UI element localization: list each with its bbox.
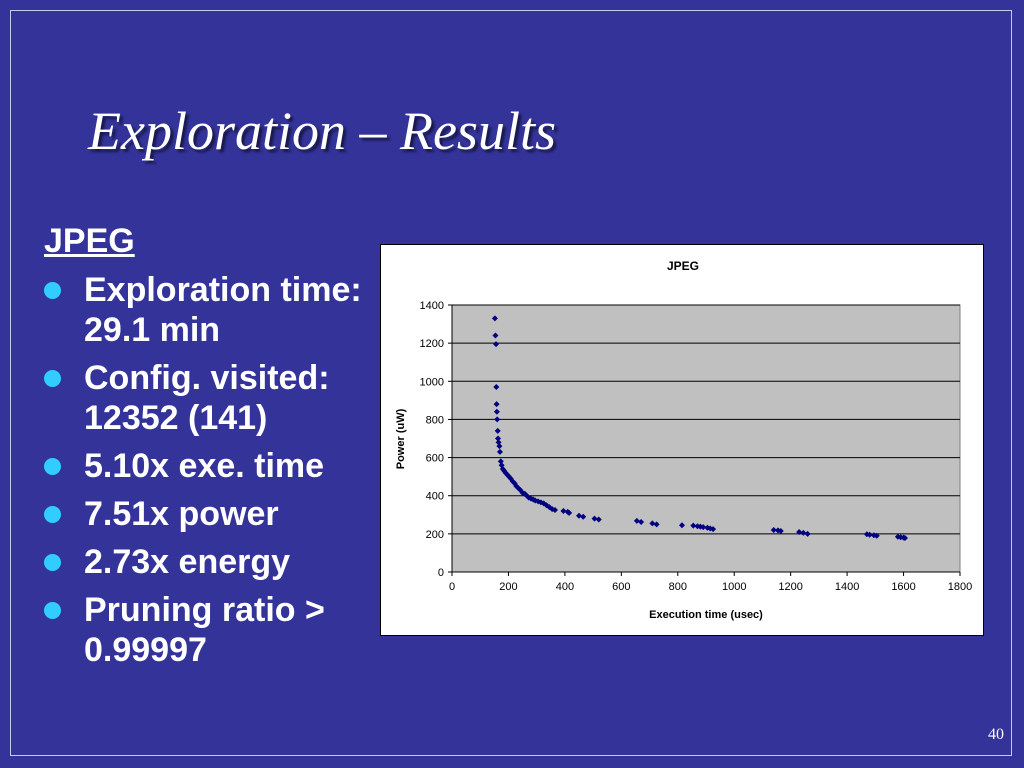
data-point: [804, 530, 811, 537]
bullet-text: Pruning ratio > 0.99997: [84, 591, 325, 669]
data-point: [873, 532, 880, 539]
bullet-dot-icon: [44, 282, 61, 299]
bullet-text: 7.51x power: [84, 495, 279, 533]
data-point: [495, 435, 502, 442]
data-point: [870, 532, 877, 539]
data-point: [866, 531, 873, 538]
data-point: [496, 443, 503, 450]
data-point: [517, 486, 524, 493]
bullet-text: Config. visited: 12352 (141): [84, 359, 330, 437]
data-point: [796, 528, 803, 535]
data-point: [552, 507, 559, 514]
data-point: [494, 427, 501, 434]
data-point: [537, 499, 544, 506]
bullet-item: 7.51x power: [44, 494, 384, 534]
data-point: [493, 408, 500, 415]
data-point: [704, 524, 711, 531]
data-point: [633, 517, 640, 524]
bullet-item: Exploration time: 29.1 min: [44, 270, 384, 350]
data-point: [525, 494, 532, 501]
data-point: [591, 515, 598, 522]
data-point: [690, 522, 697, 529]
data-point: [513, 483, 520, 490]
x-tick-label: 1600: [891, 581, 915, 593]
y-tick-label: 200: [426, 529, 444, 541]
data-point: [492, 332, 499, 339]
y-tick-label: 1000: [420, 376, 444, 388]
data-point: [710, 526, 717, 533]
data-point: [800, 529, 807, 536]
bullet-text: 2.73x energy: [84, 543, 291, 581]
data-point: [595, 516, 602, 523]
data-point: [549, 506, 556, 513]
data-point: [774, 527, 781, 534]
bullet-item: Pruning ratio > 0.99997: [44, 590, 384, 670]
data-point: [493, 341, 500, 348]
data-point: [566, 509, 573, 516]
y-tick-label: 600: [426, 453, 444, 465]
scatter-chart: JPEG Execution time (usec) Power (uW) 0 2…: [395, 259, 972, 621]
data-point: [501, 467, 508, 474]
x-tick-label: 400: [556, 581, 574, 593]
data-point: [897, 534, 904, 541]
data-point: [894, 533, 901, 540]
bullet-text: Exploration time: 29.1 min: [84, 271, 362, 349]
x-tick-label: 200: [499, 581, 517, 593]
x-axis-label: Execution time (usec): [649, 609, 763, 621]
slide-frame: [10, 10, 1012, 756]
data-point: [498, 462, 505, 469]
y-axis-label: Power (uW): [395, 408, 407, 469]
chart-title: JPEG: [667, 259, 699, 273]
data-point: [528, 495, 535, 502]
x-tick-label: 800: [669, 581, 687, 593]
y-tick-label: 0: [438, 567, 444, 579]
data-point: [546, 504, 553, 511]
data-point: [901, 535, 908, 542]
bullet-item: 2.73x energy: [44, 542, 384, 582]
bullet-dot-icon: [44, 370, 61, 387]
x-tick-label: 0: [449, 581, 455, 593]
data-point: [700, 524, 707, 531]
data-point: [496, 448, 503, 455]
x-tick-label: 1800: [948, 581, 972, 593]
data-point: [576, 512, 582, 519]
data-point: [863, 531, 870, 538]
plot-area: [451, 304, 961, 573]
data-point: [649, 520, 656, 527]
x-tick-label: 1400: [835, 581, 859, 593]
data-point: [491, 315, 498, 322]
bullet-list: Exploration time: 29.1 min Config. visit…: [44, 270, 384, 678]
y-tick-label: 800: [426, 414, 444, 426]
data-point: [493, 401, 500, 408]
y-tick-label: 400: [426, 491, 444, 503]
data-point: [580, 513, 587, 520]
bullet-dot-icon: [44, 458, 61, 475]
page-number: 40: [988, 726, 1004, 743]
x-tick-label: 1200: [778, 581, 802, 593]
bullet-item: Config. visited: 12352 (141): [44, 358, 384, 438]
data-point: [653, 521, 660, 528]
x-tick-label: 1000: [722, 581, 746, 593]
data-point: [560, 507, 567, 514]
bullet-item: 5.10x exe. time: [44, 446, 384, 486]
data-point: [494, 416, 501, 423]
subheading: JPEG: [44, 222, 135, 260]
y-tick-label: 1200: [420, 338, 444, 350]
data-point: [697, 523, 704, 530]
data-point: [497, 458, 504, 465]
bullet-dot-icon: [44, 506, 61, 523]
data-point: [493, 384, 500, 391]
slide-title: Exploration – Results: [88, 101, 556, 161]
chart-container: JPEG Execution time (usec) Power (uW) 0 2…: [380, 244, 984, 636]
bullet-dot-icon: [44, 554, 61, 571]
x-tick-label: 600: [612, 581, 630, 593]
data-point: [777, 527, 784, 534]
bullet-text: 5.10x exe. time: [84, 447, 325, 485]
bullet-dot-icon: [44, 602, 61, 619]
data-point: [506, 473, 513, 480]
data-point: [770, 527, 777, 534]
data-point: [679, 522, 686, 529]
y-tick-label: 1400: [420, 300, 444, 312]
data-point: [638, 519, 645, 526]
